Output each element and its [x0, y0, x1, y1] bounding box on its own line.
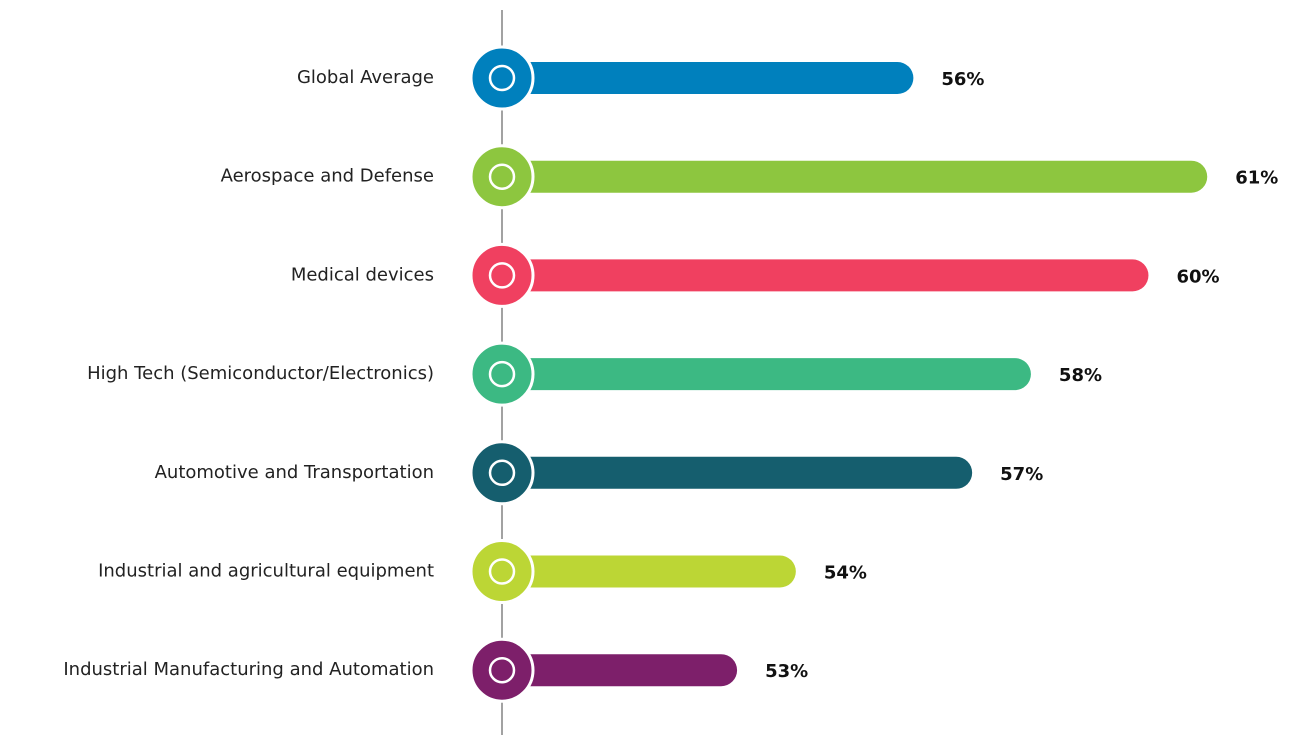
value-label: 53% — [765, 661, 808, 682]
value-label: 57% — [1000, 464, 1043, 485]
icon-glyph — [488, 64, 516, 92]
icon-glyph — [488, 656, 516, 684]
category-label: High Tech (Semiconductor/Electronics) — [87, 363, 434, 384]
icon-badge — [469, 45, 535, 111]
icon-badge — [469, 637, 535, 703]
category-label: Industrial and agricultural equipment — [98, 561, 434, 582]
icon-glyph — [488, 459, 516, 487]
icon-badge — [469, 144, 535, 210]
value-label: 61% — [1235, 168, 1278, 189]
category-label: Automotive and Transportation — [155, 462, 434, 483]
icon-badge — [469, 539, 535, 604]
category-label: Aerospace and Defense — [221, 166, 434, 187]
bar — [502, 62, 914, 94]
icon-glyph — [488, 163, 516, 190]
icon-glyph — [488, 360, 516, 388]
icon-badge — [469, 341, 535, 407]
value-label: 60% — [1176, 266, 1219, 287]
icon-badge — [469, 242, 535, 308]
icon-badge — [469, 440, 535, 506]
bar — [502, 160, 1208, 193]
bar — [502, 358, 1031, 391]
icon-glyph — [488, 262, 516, 289]
value-label: 56% — [941, 69, 984, 90]
bar — [502, 654, 738, 687]
category-label: Global Average — [297, 67, 434, 88]
value-label: 54% — [824, 563, 867, 584]
category-label: Industrial Manufacturing and Automation — [63, 659, 434, 680]
bar — [502, 259, 1149, 292]
value-label: 58% — [1059, 365, 1102, 386]
bar — [502, 456, 973, 489]
bar — [502, 555, 796, 588]
icon-glyph — [488, 558, 516, 585]
category-label: Medical devices — [291, 264, 434, 285]
